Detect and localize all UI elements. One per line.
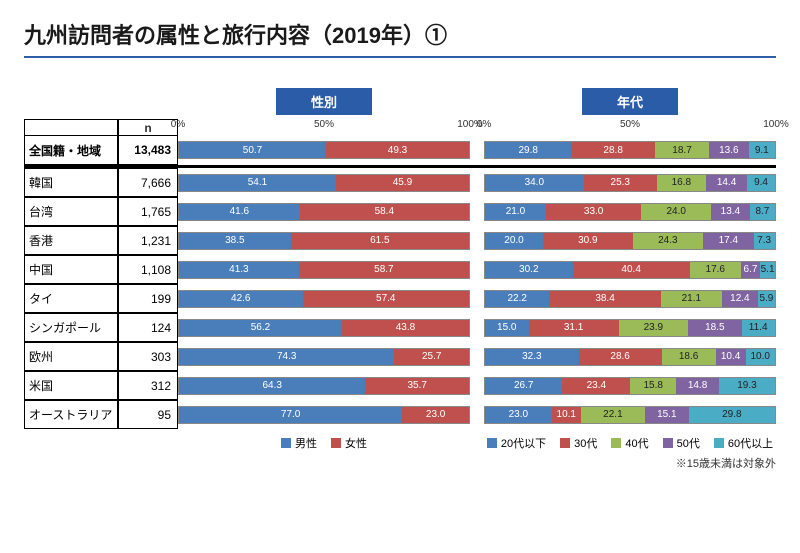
age-bar: 21.033.024.013.48.7 <box>484 197 776 226</box>
legend-item: 40代 <box>611 435 648 451</box>
gender-bar: 74.325.7 <box>178 342 470 371</box>
age-bar: 23.010.122.115.129.8 <box>484 400 776 429</box>
gender-bar: 41.358.7 <box>178 255 470 284</box>
legend-swatch <box>663 438 673 448</box>
table-row: 台湾1,76541.658.4 21.033.024.013.48.7 <box>24 197 776 226</box>
legend-label: 20代以下 <box>501 435 546 451</box>
table-row: 米国31264.335.7 26.723.415.814.819.3 <box>24 371 776 400</box>
page-title: 九州訪問者の属性と旅行内容（2019年）① <box>24 18 776 50</box>
legend-swatch <box>560 438 570 448</box>
table-row: オーストラリア9577.023.0 23.010.122.115.129.8 <box>24 400 776 429</box>
age-bar: 32.328.618.610.410.0 <box>484 342 776 371</box>
age-bar: 30.240.417.66.75.1 <box>484 255 776 284</box>
gender-header: 性別 <box>276 88 372 115</box>
gender-axis: 0% 50% 100% <box>178 119 470 135</box>
age-header: 年代 <box>582 88 678 115</box>
table-row: シンガポール12456.243.8 15.031.123.918.511.4 <box>24 313 776 342</box>
row-n: 312 <box>118 371 178 400</box>
age-axis: 0% 50% 100% <box>484 119 776 135</box>
row-label: シンガポール <box>24 313 118 342</box>
gender-bar: 77.023.0 <box>178 400 470 429</box>
legend-label: 60代以上 <box>728 435 773 451</box>
row-n: 199 <box>118 284 178 313</box>
row-label: 中国 <box>24 255 118 284</box>
axis-row: n 0% 50% 100% 0% 50% 100% <box>24 119 776 135</box>
age-bar: 20.030.924.317.47.3 <box>484 226 776 255</box>
legend-item: 60代以上 <box>714 435 773 451</box>
legend-label: 男性 <box>295 435 317 451</box>
row-label: 米国 <box>24 371 118 400</box>
data-rows: 全国籍・地域13,48350.749.3 29.828.818.713.69.1 韓… <box>24 135 776 429</box>
table-row: 韓国7,66654.145.9 34.025.316.814.49.4 <box>24 168 776 197</box>
legend-item: 20代以下 <box>487 435 546 451</box>
legend-label: 40代 <box>625 435 648 451</box>
title-underline <box>24 56 776 58</box>
row-n: 13,483 <box>118 135 178 165</box>
row-n: 124 <box>118 313 178 342</box>
age-legend: 20代以下 30代 40代 50代 60代以上 <box>484 435 776 451</box>
gender-bar: 54.145.9 <box>178 168 470 197</box>
row-n: 1,765 <box>118 197 178 226</box>
chart-headers: 性別 年代 <box>24 88 776 115</box>
legend-swatch <box>487 438 497 448</box>
row-label: タイ <box>24 284 118 313</box>
footnote: ※15歳未満は対象外 <box>24 455 776 471</box>
legend-swatch <box>281 438 291 448</box>
table-row: 中国1,10841.358.7 30.240.417.66.75.1 <box>24 255 776 284</box>
table-row: タイ19942.657.4 22.238.421.112.45.9 <box>24 284 776 313</box>
gender-bar: 64.335.7 <box>178 371 470 400</box>
legend-swatch <box>331 438 341 448</box>
age-bar: 34.025.316.814.49.4 <box>484 168 776 197</box>
gender-bar: 56.243.8 <box>178 313 470 342</box>
table-row: 香港1,23138.561.5 20.030.924.317.47.3 <box>24 226 776 255</box>
legend-item: 女性 <box>331 435 367 451</box>
row-n: 7,666 <box>118 168 178 197</box>
legend-swatch <box>611 438 621 448</box>
legend-swatch <box>714 438 724 448</box>
age-bar: 22.238.421.112.45.9 <box>484 284 776 313</box>
age-bar: 15.031.123.918.511.4 <box>484 313 776 342</box>
row-n: 95 <box>118 400 178 429</box>
legend-item: 50代 <box>663 435 700 451</box>
gender-bar: 41.658.4 <box>178 197 470 226</box>
gender-bar: 42.657.4 <box>178 284 470 313</box>
n-header: n <box>118 119 178 135</box>
legend-item: 男性 <box>281 435 317 451</box>
gender-bar: 38.561.5 <box>178 226 470 255</box>
legend-label: 女性 <box>345 435 367 451</box>
row-label: オーストラリア <box>24 400 118 429</box>
table-row: 全国籍・地域13,48350.749.3 29.828.818.713.69.1 <box>24 135 776 165</box>
legend-item: 30代 <box>560 435 597 451</box>
age-bar: 26.723.415.814.819.3 <box>484 371 776 400</box>
row-n: 303 <box>118 342 178 371</box>
row-n: 1,108 <box>118 255 178 284</box>
row-n: 1,231 <box>118 226 178 255</box>
row-label: 香港 <box>24 226 118 255</box>
table-row: 欧州30374.325.7 32.328.618.610.410.0 <box>24 342 776 371</box>
age-bar: 29.828.818.713.69.1 <box>484 135 776 165</box>
row-label: 欧州 <box>24 342 118 371</box>
gender-legend: 男性 女性 <box>178 435 470 451</box>
gender-bar: 50.749.3 <box>178 135 470 165</box>
legend-label: 30代 <box>574 435 597 451</box>
legend-label: 50代 <box>677 435 700 451</box>
row-label: 全国籍・地域 <box>24 135 118 165</box>
row-label: 台湾 <box>24 197 118 226</box>
row-label: 韓国 <box>24 168 118 197</box>
